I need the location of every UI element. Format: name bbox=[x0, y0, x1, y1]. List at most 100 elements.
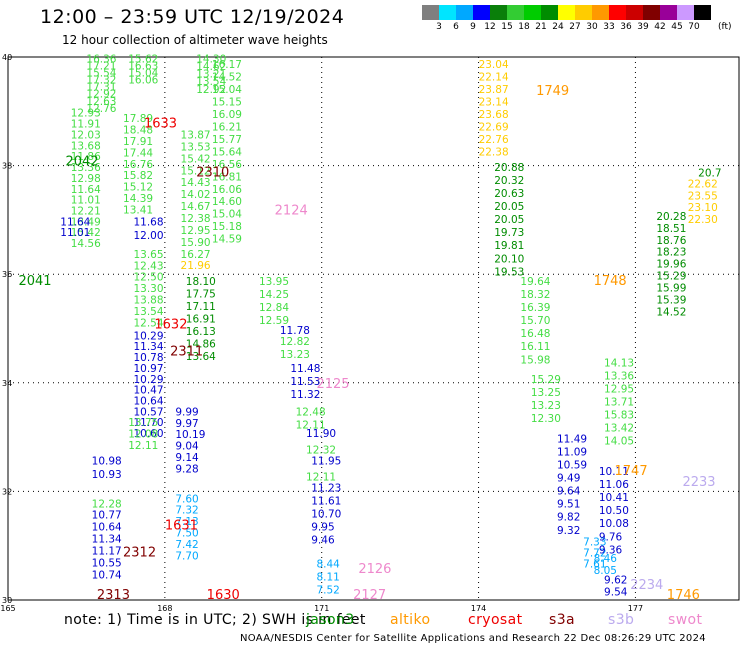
wave-height-value: 9.51 bbox=[557, 499, 580, 511]
wave-height-value: 22.14 bbox=[479, 71, 509, 83]
color-scale-swatch bbox=[660, 5, 677, 20]
wave-height-value: 10.41 bbox=[599, 492, 629, 504]
satellite-legend-entry: s3a bbox=[549, 612, 575, 628]
wave-height-value: 17.32 bbox=[86, 75, 116, 87]
wave-height-value: 9.82 bbox=[557, 512, 580, 524]
wave-height-value: 7.50 bbox=[175, 527, 198, 539]
wave-height-value: 13.30 bbox=[133, 283, 163, 295]
wave-height-value: 23.87 bbox=[479, 84, 509, 96]
wave-height-value: 12.28 bbox=[92, 499, 122, 511]
wave-height-value: 11.78 bbox=[280, 325, 310, 337]
color-scale-tick: 42 bbox=[654, 22, 666, 32]
wave-height-value: 10.70 bbox=[311, 508, 341, 520]
color-scale-tick: 15 bbox=[501, 22, 513, 32]
wave-height-value: 18.48 bbox=[123, 125, 153, 137]
wave-height-value: 10.64 bbox=[133, 396, 163, 408]
wave-height-value: 20.32 bbox=[494, 175, 524, 187]
wave-height-value: 9.46 bbox=[311, 535, 335, 547]
wave-height-value: 13.23 bbox=[280, 349, 310, 361]
pass-time-label: 2124 bbox=[275, 203, 308, 218]
wave-height-value: 11.01 bbox=[60, 227, 90, 239]
wave-height-value: 13.64 bbox=[186, 351, 216, 363]
pass-time-label: 1746 bbox=[667, 588, 700, 603]
wave-height-value: 19.96 bbox=[656, 259, 686, 271]
color-scale-tick: 30 bbox=[586, 22, 598, 32]
wave-height-value: 10.08 bbox=[599, 518, 629, 530]
wave-height-value: 11.23 bbox=[311, 482, 341, 494]
wave-height-value: 17.89 bbox=[123, 113, 153, 125]
color-scale-swatch bbox=[575, 5, 592, 20]
wave-height-value: 12.11 bbox=[306, 472, 336, 484]
color-scale-swatch bbox=[507, 5, 524, 20]
wave-height-value: 22.38 bbox=[479, 146, 509, 158]
wave-height-value: 14.86 bbox=[186, 339, 216, 351]
wave-height-value: 15.29 bbox=[656, 271, 686, 283]
wave-height-value: 11.09 bbox=[557, 447, 587, 459]
wave-height-value: 23.10 bbox=[688, 202, 718, 214]
wave-height-value: 10.97 bbox=[133, 363, 163, 375]
wave-height-value: 15.04 bbox=[212, 209, 242, 221]
wave-height-value: 15.12 bbox=[123, 182, 153, 194]
color-scale-swatch bbox=[592, 5, 609, 20]
wave-height-value: 12.32 bbox=[306, 444, 336, 456]
wave-height-value: 13.41 bbox=[123, 204, 153, 216]
wave-height-value: 11.49 bbox=[557, 434, 587, 446]
wave-height-value: 11.32 bbox=[290, 389, 320, 401]
wave-height-value: 16.13 bbox=[186, 326, 216, 338]
color-scale-tick: 24 bbox=[552, 22, 564, 32]
wave-height-value: 10.19 bbox=[175, 429, 205, 441]
wave-height-value: 12.00 bbox=[133, 230, 163, 242]
wave-height-value: 12.92 bbox=[196, 84, 226, 96]
wave-height-value: 15.98 bbox=[520, 354, 550, 366]
color-scale-swatch bbox=[439, 5, 456, 20]
wave-height-value: 7.13 bbox=[175, 516, 198, 528]
wave-height-value: 16.56 bbox=[212, 159, 242, 171]
wave-height-value: 14.39 bbox=[123, 193, 153, 205]
wave-height-value: 7.33 bbox=[583, 537, 606, 549]
wave-height-value: 22.30 bbox=[688, 214, 718, 226]
wave-height-value: 17.11 bbox=[186, 301, 216, 313]
pass-time-label: 2313 bbox=[97, 588, 130, 603]
wave-height-value: 13.95 bbox=[259, 276, 289, 288]
wave-height-value: 11.06 bbox=[599, 479, 629, 491]
latitude-tick-label: 30 bbox=[2, 596, 12, 605]
wave-height-value: 12.95 bbox=[604, 384, 634, 396]
wave-height-value: 16.06 bbox=[212, 184, 242, 196]
wave-height-value: 9.32 bbox=[557, 525, 580, 537]
wave-height-value: 20.05 bbox=[494, 201, 524, 213]
wave-height-value: 23.04 bbox=[479, 59, 509, 71]
wave-height-value: 9.76 bbox=[599, 531, 623, 543]
color-scale-swatch bbox=[643, 5, 660, 20]
wave-height-value: 13.53 bbox=[181, 141, 211, 153]
wave-height-value: 11.95 bbox=[311, 455, 341, 467]
longitude-tick-label: 174 bbox=[471, 604, 486, 613]
wave-height-value: 17.75 bbox=[186, 289, 216, 301]
wave-height-value: 15.82 bbox=[123, 170, 153, 182]
wave-height-value: 10.50 bbox=[599, 505, 629, 517]
latitude-tick-label: 32 bbox=[2, 487, 12, 496]
wave-height-value: 12.03 bbox=[71, 129, 101, 141]
color-scale-swatch bbox=[541, 5, 558, 20]
wave-height-value: 11.53 bbox=[290, 376, 320, 388]
wave-height-value: 17.21 bbox=[86, 60, 116, 72]
pass-time-label: 2125 bbox=[316, 377, 349, 392]
wave-height-value: 11.68 bbox=[133, 216, 163, 228]
wave-height-value: 14.25 bbox=[259, 289, 289, 301]
wave-height-value: 19.81 bbox=[494, 240, 524, 252]
wave-height-value: 12.93 bbox=[71, 108, 101, 120]
wave-height-value: 9.99 bbox=[175, 406, 198, 418]
pass-time-label: 2234 bbox=[630, 578, 663, 593]
wave-height-value: 16.17 bbox=[212, 59, 242, 71]
wave-height-value: 18.76 bbox=[656, 235, 686, 247]
wave-height-value: 11.17 bbox=[92, 545, 122, 557]
wave-height-value: 13.88 bbox=[133, 295, 163, 307]
wave-height-value: 15.42 bbox=[71, 227, 101, 239]
wave-height-value: 12.08 bbox=[128, 429, 158, 441]
pass-time-label: 2042 bbox=[66, 155, 99, 170]
wave-height-value: 8.11 bbox=[316, 571, 339, 583]
wave-height-value: 10.60 bbox=[133, 428, 163, 440]
wave-height-value: 13.87 bbox=[181, 129, 211, 141]
wave-height-value: 9.49 bbox=[557, 473, 580, 485]
